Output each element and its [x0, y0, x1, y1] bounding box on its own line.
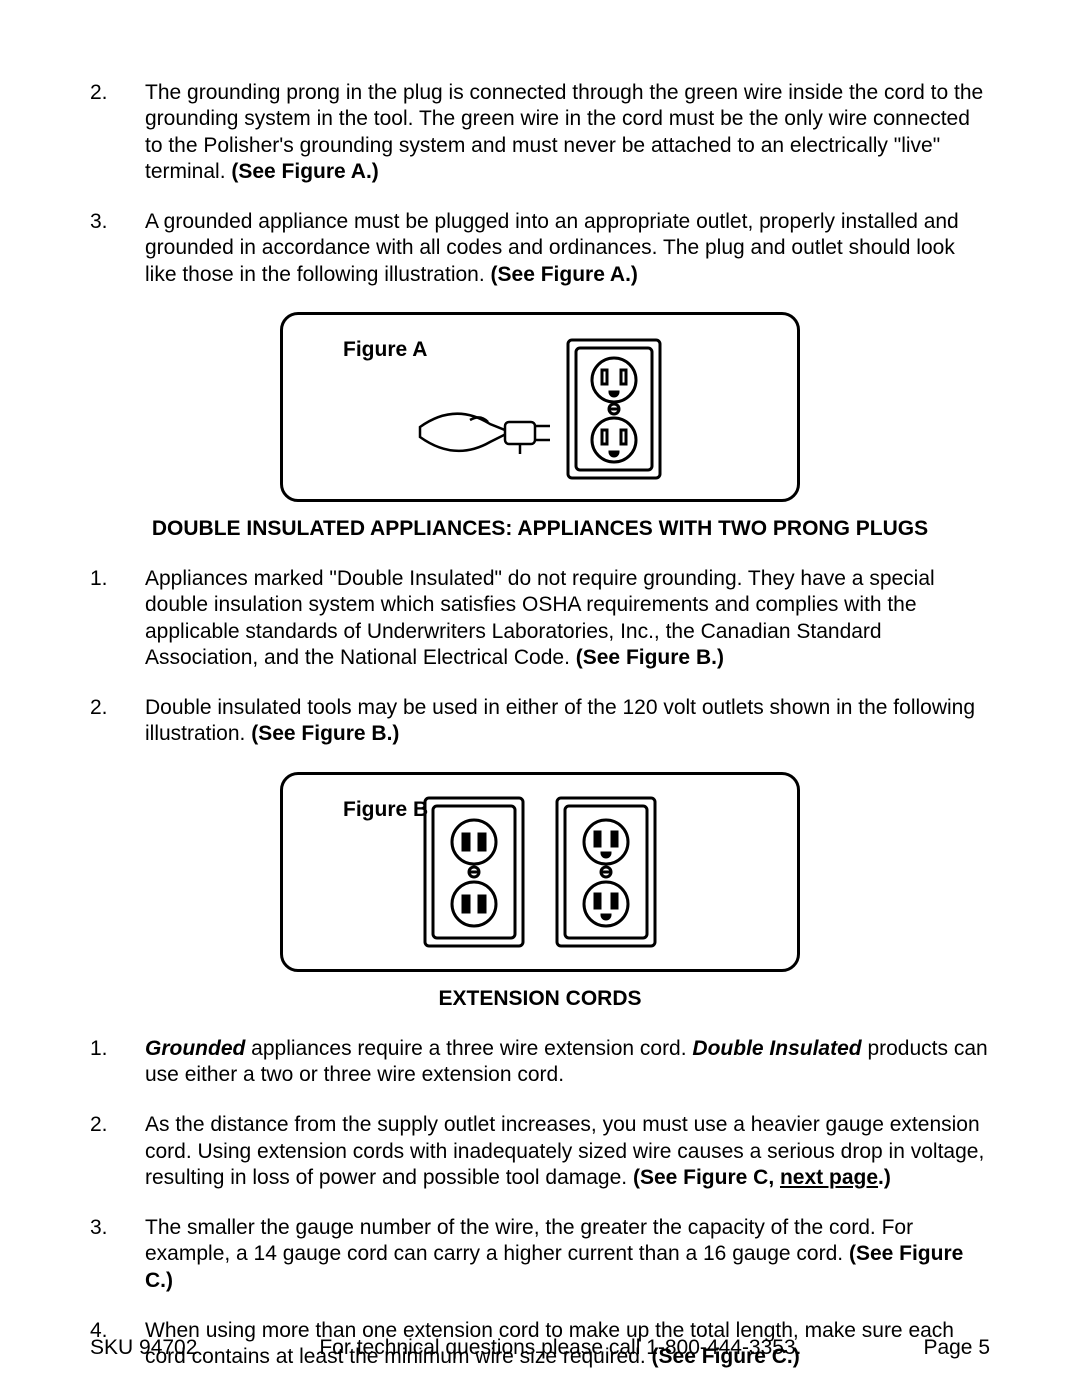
plug-outlet-illustration — [410, 332, 670, 482]
footer-sku: SKU 94702 — [90, 1335, 197, 1361]
figure-b-box: Figure B — [280, 772, 800, 972]
item-number: 3. — [90, 209, 145, 288]
item-number: 2. — [90, 695, 145, 748]
figure-a-box: Figure A — [280, 312, 800, 502]
list-item: 2. Double insulated tools may be used in… — [90, 695, 990, 748]
item-number: 1. — [90, 1036, 145, 1089]
two-prong-outlet-illustration — [419, 792, 529, 952]
three-prong-outlet-illustration — [551, 792, 661, 952]
item-body: A grounded appliance must be plugged int… — [145, 209, 990, 288]
item-body: As the distance from the supply outlet i… — [145, 1112, 990, 1191]
item-body: Grounded appliances require a three wire… — [145, 1036, 990, 1089]
footer-page: Page 5 — [923, 1335, 990, 1361]
figure-a-label: Figure A — [343, 337, 427, 363]
item-number: 1. — [90, 566, 145, 671]
top-list: 2. The grounding prong in the plug is co… — [90, 80, 990, 288]
heading-double-insulated: DOUBLE INSULATED APPLIANCES: APPLIANCES … — [90, 516, 990, 542]
item-body: Double insulated tools may be used in ei… — [145, 695, 990, 748]
item-number: 2. — [90, 1112, 145, 1191]
footer-phone: For technical questions please call 1-80… — [319, 1335, 801, 1361]
list-item: 1. Grounded appliances require a three w… — [90, 1036, 990, 1089]
page: 2. The grounding prong in the plug is co… — [0, 0, 1080, 1397]
list-item: 2. As the distance from the supply outle… — [90, 1112, 990, 1191]
list-item: 3. A grounded appliance must be plugged … — [90, 209, 990, 288]
item-number: 3. — [90, 1215, 145, 1294]
list-item: 1. Appliances marked "Double Insulated" … — [90, 566, 990, 671]
list-item: 3. The smaller the gauge number of the w… — [90, 1215, 990, 1294]
double-list: 1. Appliances marked "Double Insulated" … — [90, 566, 990, 748]
item-body: The grounding prong in the plug is conne… — [145, 80, 990, 185]
heading-extension-cords: EXTENSION CORDS — [90, 986, 990, 1012]
item-body: The smaller the gauge number of the wire… — [145, 1215, 990, 1294]
item-body: Appliances marked "Double Insulated" do … — [145, 566, 990, 671]
page-footer: SKU 94702 For technical questions please… — [90, 1335, 990, 1361]
list-item: 2. The grounding prong in the plug is co… — [90, 80, 990, 185]
figure-b-label: Figure B — [343, 797, 428, 823]
item-number: 2. — [90, 80, 145, 185]
extension-list: 1. Grounded appliances require a three w… — [90, 1036, 990, 1371]
